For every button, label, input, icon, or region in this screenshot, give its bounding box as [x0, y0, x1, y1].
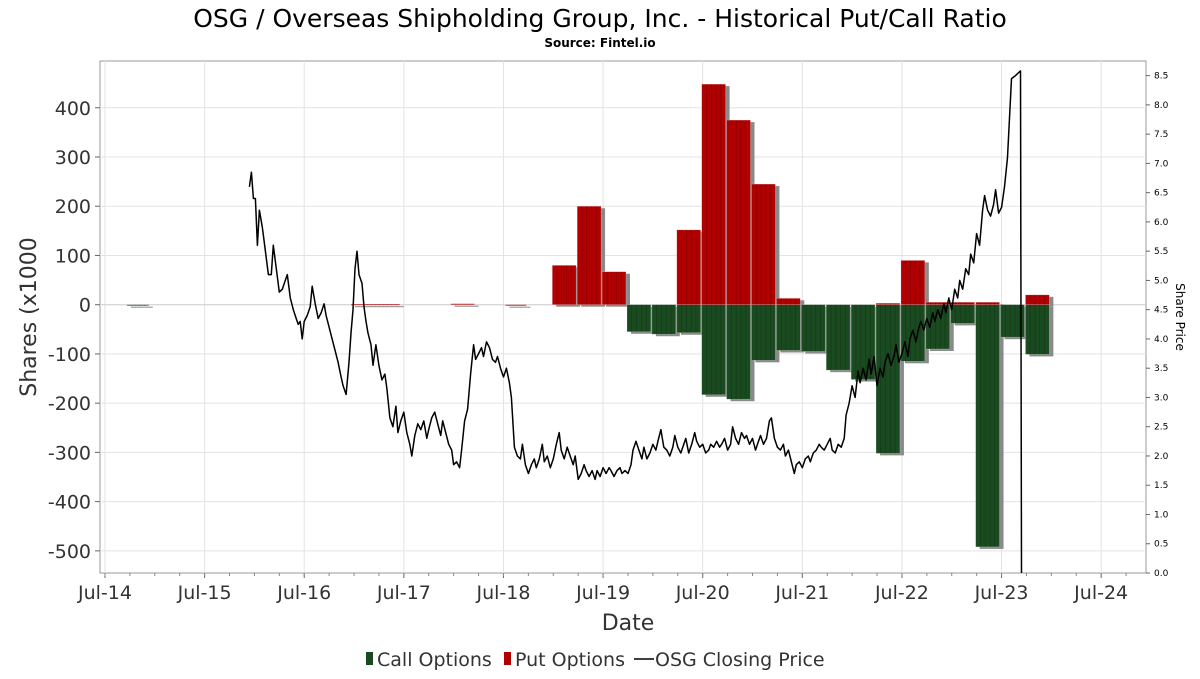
legend-label: Put Options: [515, 649, 625, 671]
put-bar: [975, 301, 1000, 305]
y-tick-label: 200: [55, 196, 91, 218]
put-bar: [450, 303, 475, 306]
x-tick-label: Jul-20: [675, 582, 730, 604]
call-bar: [875, 304, 901, 454]
legend-label: OSG Closing Price: [655, 649, 825, 671]
x-tick-label: Jul-14: [77, 582, 132, 604]
x-tick-label: Jul-18: [475, 582, 530, 604]
legend-swatch: [504, 652, 511, 665]
y2-tick-label: 3.0: [1154, 393, 1169, 403]
put-bar: [576, 205, 602, 305]
y-tick-label: -100: [48, 344, 91, 366]
y2-tick-label: 1.5: [1154, 481, 1168, 491]
call-bar: [726, 304, 751, 400]
put-bar: [726, 119, 751, 305]
y2-tick-label: 2.0: [1154, 452, 1169, 462]
legend-swatch: [366, 652, 373, 665]
y2-tick-label: 1.0: [1154, 510, 1169, 520]
y-tick-label: 100: [55, 245, 91, 267]
y2-tick-label: 6.5: [1154, 189, 1168, 199]
x-tick-label: Jul-23: [974, 582, 1029, 604]
x-tick-label: Jul-17: [376, 582, 431, 604]
call-bar: [626, 304, 652, 333]
y-tick-label: -300: [48, 442, 91, 464]
call-bar: [776, 304, 801, 351]
y2-tick-label: 5.5: [1154, 247, 1168, 257]
x-tick-label: Jul-16: [276, 582, 331, 604]
put-bar: [676, 229, 701, 305]
legend: Call Options Put Options OSG Closing Price: [366, 649, 825, 671]
call-bar: [825, 304, 851, 371]
y2-tick-label: 4.5: [1154, 306, 1168, 316]
axes: 400 300 200 100 0 -100 -200 -300 -400 -500 8.5 8.0 7…: [48, 72, 1169, 604]
put-bar: [950, 301, 975, 305]
y2-tick-label: 2.5: [1154, 423, 1168, 433]
y2-tick-label: 0.0: [1154, 569, 1169, 579]
x-tick-label: Jul-24: [1073, 582, 1128, 604]
x-tick-label: Jul-21: [774, 582, 829, 604]
put-bar: [1025, 294, 1050, 305]
call-bar: [676, 304, 701, 334]
y-tick-label: 300: [55, 147, 91, 169]
call-bar: [801, 304, 826, 352]
call-bar: [701, 304, 726, 396]
put-bar: [701, 83, 726, 305]
chart-title: OSG / Overseas Shipholding Group, Inc. -…: [193, 4, 1007, 33]
call-bar: [126, 304, 150, 306]
option-bars: [126, 83, 1050, 548]
y-tick-label: -500: [48, 541, 91, 563]
y2-tick-label: 7.5: [1154, 130, 1168, 140]
y2-tick-label: 6.0: [1154, 218, 1169, 228]
y-axis-label: Shares (x1000: [17, 237, 42, 397]
y2-tick-label: 3.5: [1154, 364, 1168, 374]
y-tick-label: -400: [48, 492, 91, 514]
bar-shadow: [509, 306, 531, 308]
y2-tick-label: 0.5: [1154, 540, 1168, 550]
y-tick-label: 400: [55, 98, 91, 120]
x-tick-label: Jul-22: [874, 582, 929, 604]
chart-subtitle: Source: Fintel.io: [544, 36, 655, 50]
legend-label: Call Options: [377, 649, 492, 671]
call-bar: [1025, 304, 1050, 355]
put-bar: [350, 303, 401, 306]
y2-tick-label: 8.5: [1154, 72, 1168, 82]
put-bar: [505, 304, 527, 306]
call-bar: [1000, 304, 1025, 338]
y-tick-label: 0: [79, 295, 91, 317]
put-bar: [925, 301, 951, 305]
bar-shadow: [130, 306, 153, 308]
put-bar: [875, 302, 901, 305]
x-axis-label: Date: [602, 611, 655, 636]
call-bar: [950, 304, 975, 324]
x-tick-label: Jul-19: [575, 582, 630, 604]
y2-tick-label: 7.0: [1154, 159, 1169, 169]
y2-tick-label: 5.0: [1154, 276, 1169, 286]
call-bar: [751, 304, 776, 361]
put-bar: [900, 260, 926, 305]
y-tick-label: -200: [48, 393, 91, 415]
y2-axis-label: Share Price: [1173, 283, 1187, 351]
put-bar: [601, 271, 627, 305]
put-bar: [776, 297, 801, 305]
put-bar: [551, 265, 577, 305]
call-bar: [975, 304, 1000, 548]
y2-tick-label: 4.0: [1154, 335, 1169, 345]
call-bar: [651, 304, 677, 335]
bar-shadow: [454, 305, 479, 307]
y2-tick-label: 8.0: [1154, 101, 1169, 111]
put-bar: [751, 183, 776, 305]
bar-shadow: [355, 306, 404, 308]
x-tick-label: Jul-15: [177, 582, 232, 604]
price-line-layer: [248, 70, 1023, 574]
price-line: [248, 70, 1023, 574]
